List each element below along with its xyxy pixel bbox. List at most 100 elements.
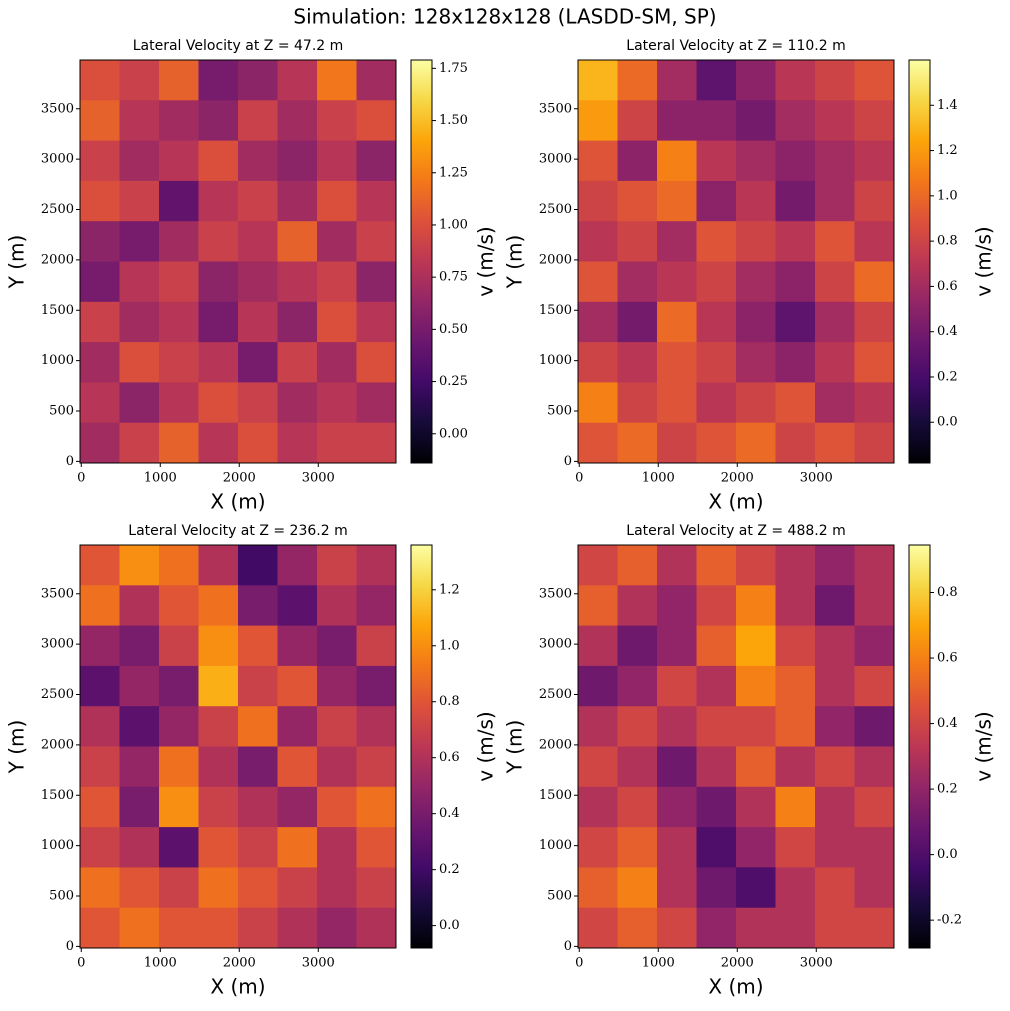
heatmap-cell (696, 261, 737, 303)
heatmap-cell (657, 100, 697, 142)
heatmap-cell (198, 140, 239, 182)
heatmap-cell (854, 221, 895, 262)
x-tick-label: 1000 (642, 471, 675, 486)
heatmap-cell (815, 180, 855, 222)
heatmap-cell (356, 746, 397, 788)
heatmap-cell (617, 786, 658, 828)
heatmap-cell (696, 342, 737, 383)
heatmap-cell (80, 342, 120, 383)
colorbar-tick-label: 0.4 (439, 806, 460, 821)
colorbar-tick-label: 0.2 (937, 782, 958, 797)
heatmap-cell (198, 221, 239, 262)
heatmap-cell (277, 585, 318, 627)
heatmap-cell (238, 342, 278, 383)
heatmap-cell (854, 746, 895, 788)
heatmap-cell (775, 261, 816, 303)
heatmap-cell (159, 221, 199, 262)
heatmap-cell (617, 585, 658, 627)
heatmap-cell (854, 827, 895, 868)
heatmap-cell (80, 746, 120, 788)
heatmap-cell (736, 625, 776, 667)
heatmap-cell (159, 786, 199, 828)
heatmap-cell (815, 60, 855, 101)
colorbar-tick-label: 0.25 (439, 374, 468, 389)
y-tick-label: 3000 (539, 152, 572, 167)
heatmap-cell (80, 706, 120, 747)
heatmap-cell (736, 786, 776, 828)
heatmap-cell (696, 180, 737, 222)
heatmap-cell (775, 100, 816, 142)
heatmap-cell (815, 585, 855, 627)
y-tick-label: 0 (564, 939, 572, 954)
heatmap-cell (317, 907, 357, 949)
heatmap-cell (277, 60, 318, 101)
heatmap-cell (356, 382, 397, 424)
y-tick-label: 3500 (41, 101, 74, 116)
heatmap-cell (815, 786, 855, 828)
y-tick-label: 500 (547, 404, 572, 419)
heatmap-cell (696, 706, 737, 747)
heatmap-cell (80, 221, 120, 262)
heatmap-cell (657, 545, 697, 586)
heatmap-cell (775, 60, 816, 101)
heatmap-cell (356, 221, 397, 262)
heatmap-cell (80, 585, 120, 627)
colorbar (908, 59, 931, 464)
axes-title: Lateral Velocity at Z = 110.2 m (626, 38, 845, 54)
heatmap-cell (657, 585, 697, 627)
heatmap-cell (775, 221, 816, 262)
heatmap-cell (696, 301, 737, 343)
heatmap-cell (198, 746, 239, 788)
y-tick-label: 2500 (539, 687, 572, 702)
heatmap-cell (119, 301, 160, 343)
x-axis-label: X (m) (708, 975, 763, 999)
heatmap-cell (159, 867, 199, 909)
heatmap-cell (854, 585, 895, 627)
colorbar-tick-label: -0.2 (937, 913, 962, 928)
axes-frame (79, 544, 397, 949)
heatmap-cell (578, 261, 618, 303)
heatmap-cell (238, 665, 278, 707)
x-tick-label: 0 (77, 956, 85, 971)
axes-title: Lateral Velocity at Z = 47.2 m (133, 38, 344, 54)
y-tick-label: 2000 (539, 252, 572, 267)
heatmap-cell (617, 60, 658, 101)
heatmap-cell (80, 827, 120, 868)
heatmap-cell (578, 545, 618, 586)
heatmap-cell (238, 382, 278, 424)
heatmap-cell (198, 867, 239, 909)
y-tick-label: 3500 (539, 101, 572, 116)
heatmap-cell (775, 382, 816, 424)
x-tick-label: 3000 (800, 956, 833, 971)
heatmap-cell (617, 422, 658, 464)
heatmap-cell (198, 60, 239, 101)
colorbar-label: v (m/s) (474, 226, 498, 296)
colorbar (410, 544, 433, 949)
heatmap-cell (775, 301, 816, 343)
colorbar-tick-label: 0.50 (439, 322, 468, 337)
heatmap-cell (277, 382, 318, 424)
heatmap-cell (617, 907, 658, 949)
heatmap-cell (815, 545, 855, 586)
y-axis-label: Y (m) (503, 235, 527, 290)
heatmap-cell (657, 786, 697, 828)
heatmap-cell (617, 140, 658, 182)
heatmap-cell (578, 827, 618, 868)
heatmap-cell (696, 382, 737, 424)
heatmap-cell (854, 140, 895, 182)
colorbar-label: v (m/s) (972, 711, 996, 781)
colorbar-tick-label: 0.6 (937, 279, 958, 294)
heatmap-cell (317, 221, 357, 262)
heatmap-cell (238, 221, 278, 262)
heatmap-cell (356, 867, 397, 909)
heatmap-cell (317, 140, 357, 182)
heatmap-cell (696, 907, 737, 949)
x-tick-label: 0 (575, 471, 583, 486)
heatmap-cell (356, 827, 397, 868)
heatmap-cell (119, 786, 160, 828)
heatmap-cell (775, 706, 816, 747)
heatmap-cell (854, 180, 895, 222)
heatmap-cell (775, 545, 816, 586)
colorbar (908, 544, 931, 949)
heatmap-cell (775, 746, 816, 788)
